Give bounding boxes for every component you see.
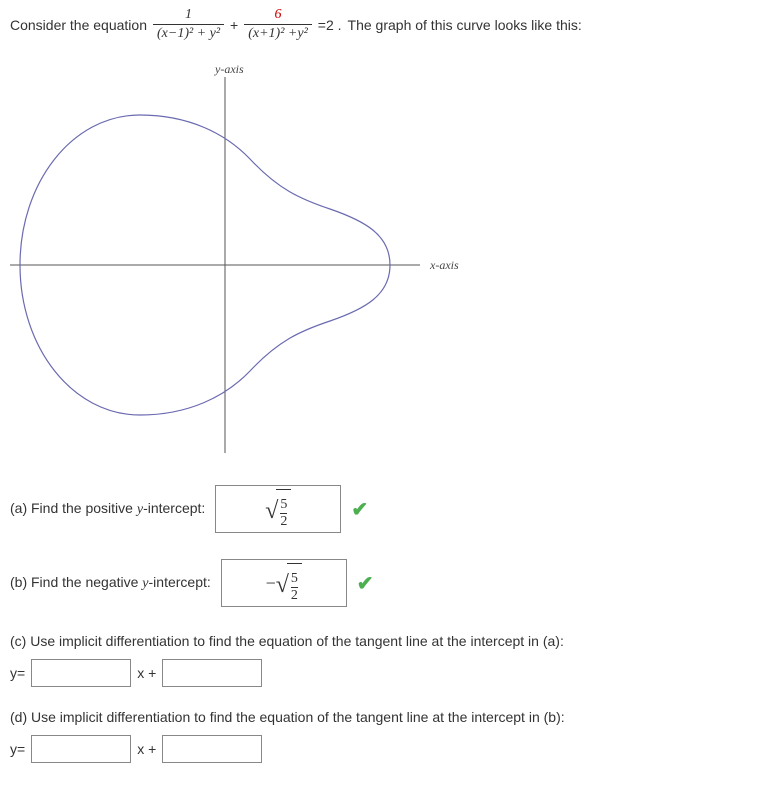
curve-graph: y-axis x-axis bbox=[10, 55, 470, 455]
part-d-intercept-input[interactable] bbox=[162, 735, 262, 763]
part-a-row: (a) Find the positive y-intercept: √ 5 2… bbox=[10, 485, 773, 533]
y-axis-label: y-axis bbox=[214, 62, 244, 76]
part-d-equation: y= x + bbox=[10, 735, 773, 763]
part-c-text: (c) Use implicit differentiation to find… bbox=[10, 633, 773, 649]
check-icon: ✔ bbox=[351, 497, 368, 522]
part-a-label: (a) Find the positive y-intercept: bbox=[10, 500, 205, 518]
mid-d: x + bbox=[137, 741, 156, 757]
plus-sign: + bbox=[230, 17, 238, 33]
part-c-equation: y= x + bbox=[10, 659, 773, 687]
problem-statement: Consider the equation 1 (x−1)² + y² + 6 … bbox=[10, 8, 773, 41]
part-a-answer: √ 5 2 bbox=[265, 489, 291, 529]
sqrt-icon: √ bbox=[265, 499, 278, 523]
part-a-answer-box[interactable]: √ 5 2 bbox=[215, 485, 341, 533]
mid-c: x + bbox=[137, 665, 156, 681]
part-d-text: (d) Use implicit differentiation to find… bbox=[10, 709, 773, 725]
part-c-slope-input[interactable] bbox=[31, 659, 131, 687]
equals-two: =2 . bbox=[318, 17, 342, 33]
part-d-slope-input[interactable] bbox=[31, 735, 131, 763]
part-b-answer: − √ 5 2 bbox=[266, 563, 302, 603]
part-b-label: (b) Find the negative y-intercept: bbox=[10, 574, 211, 592]
x-axis-label: x-axis bbox=[429, 258, 459, 272]
intro-lead: Consider the equation bbox=[10, 17, 147, 33]
fraction-1: 1 (x−1)² + y² bbox=[153, 8, 224, 41]
part-c-intercept-input[interactable] bbox=[162, 659, 262, 687]
intro-tail: The graph of this curve looks like this: bbox=[348, 17, 582, 33]
graph-container: y-axis x-axis bbox=[10, 55, 773, 455]
fraction-2: 6 (x+1)² +y² bbox=[244, 8, 312, 41]
lhs-c: y= bbox=[10, 665, 25, 681]
part-b-answer-box[interactable]: − √ 5 2 bbox=[221, 559, 347, 607]
part-b-row: (b) Find the negative y-intercept: − √ 5… bbox=[10, 559, 773, 607]
check-icon: ✔ bbox=[357, 571, 374, 596]
lhs-d: y= bbox=[10, 741, 25, 757]
sqrt-icon: √ bbox=[276, 573, 289, 597]
